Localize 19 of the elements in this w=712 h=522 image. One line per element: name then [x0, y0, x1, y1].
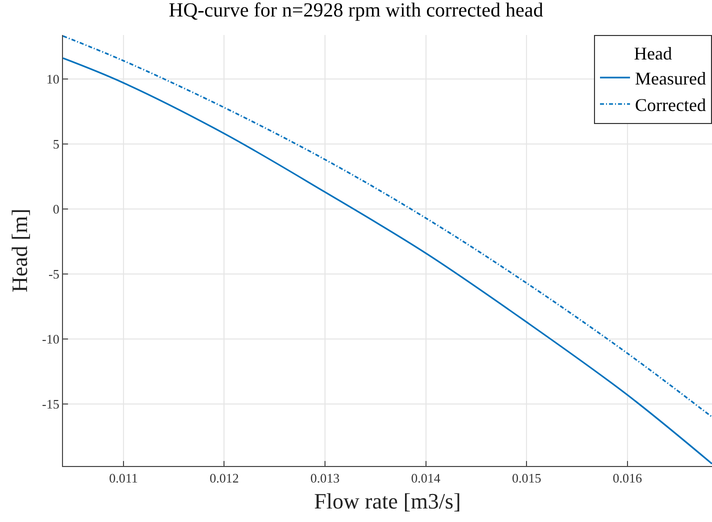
x-tick-label: 0.016 — [612, 470, 642, 486]
y-axis-title: Head [m] — [6, 208, 32, 292]
x-tick-label: 0.012 — [210, 470, 239, 486]
x-tick-label: 0.015 — [512, 470, 542, 486]
x-tick-label: 0.011 — [109, 470, 138, 486]
y-tick-label: -10 — [42, 332, 60, 347]
legend-label: Corrected — [635, 95, 706, 116]
x-tick-label: 0.013 — [310, 470, 340, 486]
y-tick-label: 0 — [52, 202, 60, 217]
line-series — [63, 35, 712, 418]
y-tick-label: -15 — [42, 396, 60, 412]
y-tick-label: -5 — [48, 266, 60, 282]
legend-label: Measured — [635, 68, 706, 89]
y-tick-label: 5 — [52, 136, 60, 152]
chart-title: HQ-curve for n=2928 rpm with corrected head — [168, 0, 544, 22]
x-tick-label: 0.014 — [411, 470, 441, 486]
y-tick-label: 10 — [46, 72, 60, 86]
legend-title: Head — [634, 43, 672, 64]
x-axis-title: Flow rate [m3/s] — [314, 488, 461, 514]
